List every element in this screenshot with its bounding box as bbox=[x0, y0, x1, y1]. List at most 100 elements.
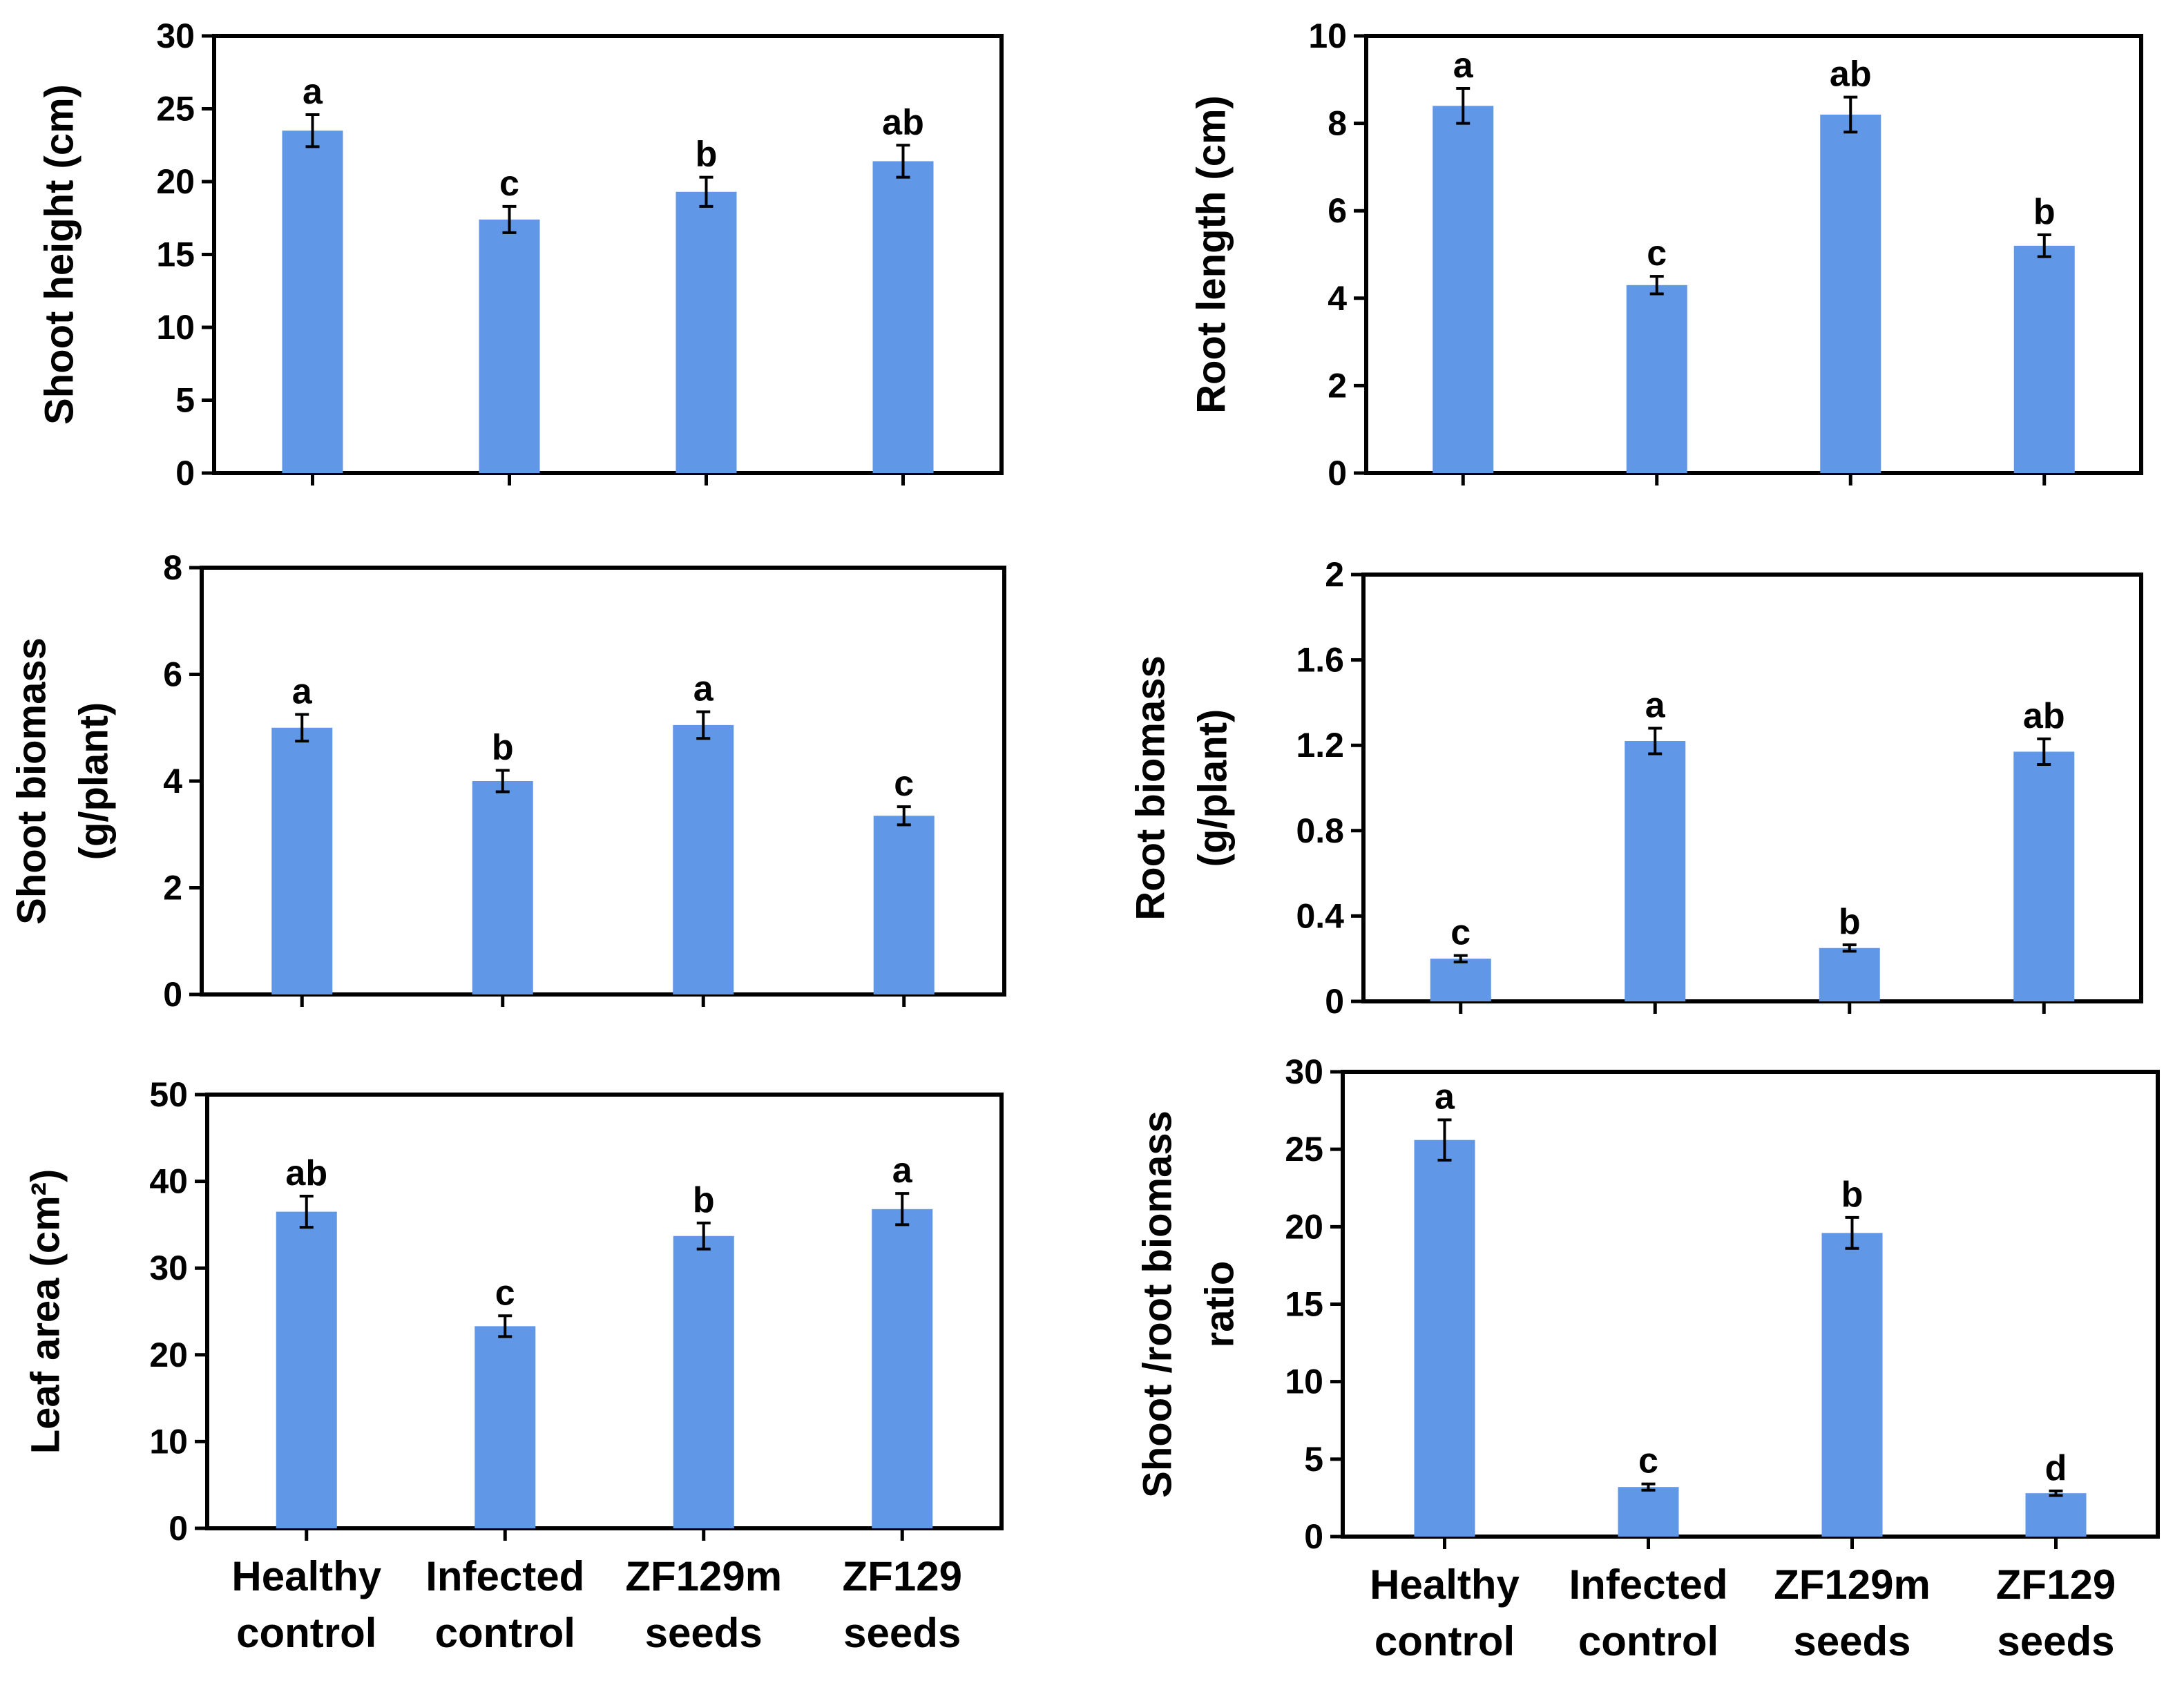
y-tick-label: 30 bbox=[1285, 1052, 1323, 1091]
x-category-label: seeds bbox=[843, 1610, 961, 1656]
y-tick-label: 10 bbox=[156, 308, 195, 347]
significance-letter: ab bbox=[2023, 696, 2065, 736]
y-axis-label: ratio bbox=[1197, 1261, 1242, 1348]
x-category-label: seeds bbox=[1793, 1618, 1910, 1664]
y-tick-label: 50 bbox=[149, 1075, 188, 1114]
significance-letter: b bbox=[696, 135, 718, 175]
y-axis-label: Root biomass bbox=[1128, 655, 1173, 921]
y-tick-label: 4 bbox=[1328, 279, 1347, 318]
y-tick-label: 8 bbox=[163, 548, 182, 587]
x-category-label: control bbox=[236, 1610, 376, 1656]
bar bbox=[2013, 245, 2075, 473]
y-axis-label: (g/plant) bbox=[1190, 709, 1235, 867]
y-tick-label: 5 bbox=[1304, 1440, 1323, 1479]
y-tick-label: 8 bbox=[1328, 104, 1347, 143]
significance-letter: c bbox=[894, 764, 914, 804]
bar bbox=[1618, 1487, 1679, 1537]
bar bbox=[472, 781, 533, 994]
bar bbox=[1433, 106, 1494, 473]
y-tick-label: 0 bbox=[1328, 454, 1347, 492]
plot-frame bbox=[1364, 34, 2143, 475]
y-tick-label: 0 bbox=[1325, 982, 1344, 1021]
bar bbox=[475, 1326, 536, 1528]
y-tick-label: 10 bbox=[1285, 1363, 1323, 1401]
bar bbox=[1625, 741, 1686, 1001]
x-category-label: ZF129m bbox=[1774, 1561, 1931, 1608]
bar bbox=[872, 1209, 933, 1528]
significance-letter: a bbox=[1645, 685, 1666, 725]
y-tick-label: 6 bbox=[1328, 191, 1347, 230]
significance-letter: a bbox=[1435, 1077, 1455, 1117]
y-tick-label: 10 bbox=[149, 1422, 188, 1461]
y-tick-label: 2 bbox=[1328, 366, 1347, 405]
y-tick-label: 4 bbox=[163, 762, 182, 800]
y-tick-label: 0 bbox=[1304, 1517, 1323, 1556]
y-tick-label: 15 bbox=[156, 235, 195, 274]
bar bbox=[1626, 285, 1687, 473]
bar bbox=[1819, 948, 1880, 1001]
significance-letter: d bbox=[2045, 1448, 2067, 1488]
panel-middle-left: 0 2 4 6 8 a b a c Shoot biomass (g/plant) bbox=[9, 548, 1006, 1014]
y-tick-label: 0.4 bbox=[1296, 896, 1344, 935]
y-tick-label: 5 bbox=[175, 381, 195, 420]
x-category-label: ZF129 bbox=[1996, 1561, 2116, 1608]
y-axis-label: (g/plant) bbox=[71, 702, 116, 860]
significance-letter: c bbox=[1450, 913, 1471, 953]
significance-letter: b bbox=[492, 728, 514, 768]
x-category-label: Healthy bbox=[231, 1553, 381, 1599]
panel-bottom-right: 0 5 10 15 20 25 30 a c b d Shoot /root biomass ratio… bbox=[1135, 1052, 2160, 1664]
significance-letter: c bbox=[499, 164, 519, 204]
x-category-label: Infected bbox=[1569, 1561, 1727, 1608]
bar bbox=[673, 1235, 734, 1528]
y-tick-label: 30 bbox=[156, 17, 195, 55]
y-tick-label: 2 bbox=[1325, 555, 1344, 594]
panel-bottom-left: 0 10 20 30 40 50 ab c b a Leaf area (cm²) Healthy co… bbox=[23, 1075, 1004, 1656]
plot-frame bbox=[1361, 573, 2143, 1003]
y-axis-label: Shoot biomass bbox=[9, 637, 54, 925]
x-category-label: control bbox=[1578, 1618, 1718, 1664]
bar bbox=[872, 161, 934, 473]
y-axis-label: Shoot /root biomass bbox=[1135, 1110, 1180, 1498]
bar bbox=[2025, 1493, 2087, 1537]
bar bbox=[479, 219, 540, 473]
y-tick-label: 6 bbox=[163, 655, 182, 694]
significance-letter: ab bbox=[285, 1153, 327, 1193]
bar bbox=[1821, 1233, 1883, 1537]
x-category-label: ZF129m bbox=[625, 1553, 782, 1599]
panel-top-left: 0 5 10 15 20 25 30 a c b ab Shoot height (cm) bbox=[37, 17, 1004, 492]
panel-top-right: 0 2 4 6 8 10 a c ab b Root length (cm) bbox=[1189, 17, 2143, 492]
bar bbox=[676, 191, 737, 473]
significance-letter: ab bbox=[882, 102, 924, 142]
bar bbox=[673, 724, 734, 994]
significance-letter: b bbox=[693, 1180, 715, 1220]
significance-letter: b bbox=[1841, 1175, 1864, 1215]
significance-letter: a bbox=[1453, 46, 1474, 86]
significance-letter: b bbox=[2033, 192, 2056, 232]
significance-letter: c bbox=[1647, 233, 1667, 273]
bar bbox=[271, 727, 333, 994]
significance-letter: a bbox=[292, 671, 313, 711]
x-category-label: control bbox=[1374, 1618, 1515, 1664]
x-category-label: control bbox=[435, 1610, 575, 1656]
y-tick-label: 0 bbox=[175, 454, 195, 492]
y-tick-label: 40 bbox=[149, 1162, 188, 1201]
x-category-label: ZF129 bbox=[843, 1553, 962, 1599]
y-tick-label: 1.2 bbox=[1296, 726, 1344, 764]
y-tick-label: 15 bbox=[1285, 1285, 1323, 1324]
significance-letter: c bbox=[1638, 1441, 1658, 1481]
y-tick-label: 10 bbox=[1308, 17, 1347, 55]
bar bbox=[1820, 114, 1881, 473]
y-tick-label: 20 bbox=[1285, 1207, 1323, 1246]
significance-letter: ab bbox=[1830, 55, 1872, 95]
y-tick-label: 25 bbox=[156, 90, 195, 128]
bar bbox=[1430, 959, 1491, 1001]
significance-letter: c bbox=[495, 1273, 515, 1313]
y-tick-label: 20 bbox=[149, 1336, 188, 1374]
significance-letter: a bbox=[892, 1151, 913, 1191]
y-tick-label: 2 bbox=[163, 869, 182, 907]
y-tick-label: 1.6 bbox=[1296, 641, 1344, 680]
y-tick-label: 0 bbox=[163, 975, 182, 1014]
significance-letter: b bbox=[1839, 902, 1861, 942]
